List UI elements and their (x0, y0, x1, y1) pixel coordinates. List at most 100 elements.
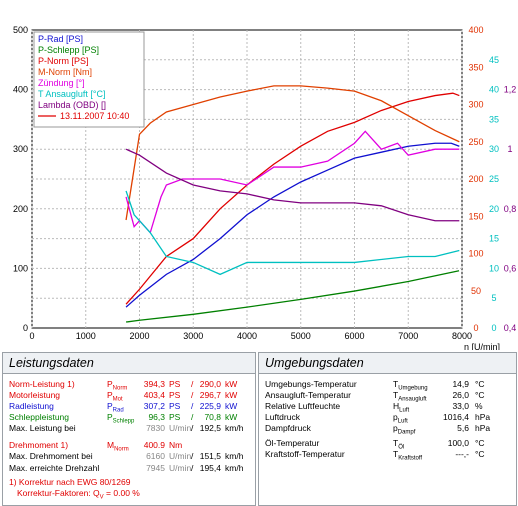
row-unit-2: kW (225, 401, 238, 411)
row-symbol: pDampf (393, 423, 416, 436)
right-tick-label: 45 (489, 55, 499, 65)
row-separator: / (191, 390, 194, 400)
row-unit: hPa (475, 412, 491, 422)
right-tick-label: 0 (491, 323, 496, 333)
legend-box (33, 31, 145, 128)
row-value-2: 225,9 (199, 401, 221, 411)
right-tick-label: 50 (471, 286, 481, 296)
panel-title: Umgebungsdaten (259, 353, 516, 374)
row-unit: °C (475, 438, 485, 448)
row-label: Umgebungs-Temperatur (265, 379, 357, 389)
umgebungsdaten-panel: Umgebungsdaten Umgebungs-Temperatur TUmge… (258, 352, 517, 506)
left-tick-label: 0 (23, 323, 28, 333)
row-value-1: 96,3 (148, 412, 165, 422)
right-tick-label: 200 (468, 174, 483, 184)
series-line-m-norm-nm- (125, 85, 460, 221)
right-tick-label: 350 (468, 62, 483, 72)
row-label: Norm-Leistung 1) (9, 379, 75, 389)
row-symbol: PRad (107, 401, 124, 414)
row-unit-1: PS (169, 379, 181, 389)
leistungsdaten-panel: Leistungsdaten Norm-Leistung 1) PNorm 394,… (2, 352, 256, 506)
row-symbol: TKraftstoff (393, 449, 423, 462)
legend-entry: P-Schlepp [PS] (38, 45, 99, 55)
left-tick-label: 500 (13, 25, 28, 35)
row-value: 26,0 (452, 390, 469, 400)
right-tick-label: 250 (468, 137, 483, 147)
row-unit: % (475, 401, 483, 411)
right-tick-label: 20 (489, 204, 499, 214)
series-line-lambda-obd- (125, 148, 460, 222)
right-tick-label: 0,6 (504, 263, 517, 273)
x-axis-label: n [U/min] (464, 342, 500, 350)
x-tick-label: 3000 (183, 331, 203, 341)
row-value-2: 290,0 (199, 379, 221, 389)
right-tick-label: 0 (473, 323, 478, 333)
row-value-1: 7945 (146, 463, 165, 473)
legend-entry: M-Norm [Nm] (38, 67, 92, 77)
right-tick-label: 35 (489, 114, 499, 124)
row-value-2: 195,4 (199, 463, 221, 473)
row-value-2: 151,5 (199, 451, 221, 461)
row-label: Kraftstoff-Temperatur (265, 449, 345, 459)
row-label: Drehmoment 1) (9, 440, 69, 450)
row-separator: / (191, 379, 194, 389)
row-separator: / (191, 401, 194, 411)
row-value-2: 70,8 (204, 412, 221, 422)
row-unit: °C (475, 449, 485, 459)
row-unit-2: kW (225, 412, 238, 422)
row-unit-2: kW (225, 379, 238, 389)
legend-entry: 13.11.2007 10:40 (60, 111, 129, 121)
row-unit-2: kW (225, 390, 238, 400)
right-tick-label: 100 (468, 249, 483, 259)
row-symbol: PMot (107, 390, 123, 403)
row-label: Öl-Temperatur (265, 438, 320, 448)
x-tick-label: 0 (29, 331, 34, 341)
series-line-z-ndung- (125, 130, 460, 234)
row-value-1: 400.9 (143, 440, 165, 450)
series-line-t-ansaugluft-c- (125, 190, 460, 276)
row-label: Max. erreichte Drehzahl (9, 463, 100, 473)
row-value: 33,0 (452, 401, 469, 411)
row-label: Schleppleistung (9, 412, 70, 422)
right-tick-label: 40 (489, 85, 499, 95)
row-label: Max. Drehmoment bei (9, 451, 93, 461)
row-value-2: 296,7 (199, 390, 221, 400)
row-separator: / (191, 412, 194, 422)
row-unit-1: U/min (169, 451, 192, 461)
row-symbol: PNorm (107, 379, 128, 392)
right-tick-label: 10 (489, 263, 499, 273)
row-value-1: 307,2 (143, 401, 165, 411)
legend-entry: T Ansaugluft [°C] (38, 89, 105, 99)
right-tick-label: 15 (489, 234, 499, 244)
row-symbol: TUmgebung (393, 379, 428, 392)
row-unit-1: U/min (169, 463, 192, 473)
row-value: 100,0 (447, 438, 469, 448)
series-line-p-norm-ps- (125, 92, 460, 305)
row-value-1: 394,3 (143, 379, 165, 389)
row-value: 1016,4 (443, 412, 469, 422)
series-line-p-rad-ps- (125, 142, 460, 308)
right-tick-label: 1,2 (504, 85, 517, 95)
row-label: Max. Leistung bei (9, 423, 76, 433)
x-tick-label: 4000 (237, 331, 257, 341)
row-label: Motorleistung (9, 390, 61, 400)
row-unit-1: Nm (169, 440, 183, 450)
x-tick-label: 2000 (129, 331, 149, 341)
legend-entry: Zündung [°] (38, 78, 85, 88)
row-symbol: HLuft (393, 401, 410, 414)
panel-title: Leistungsdaten (3, 353, 255, 374)
legend-entry: P-Norm [PS] (38, 56, 89, 66)
row-unit: hPa (475, 423, 491, 433)
row-value-2: 192,5 (199, 423, 221, 433)
row-separator: / (191, 463, 194, 473)
row-value: 14,9 (452, 379, 469, 389)
right-tick-label: 1 (507, 144, 512, 154)
row-value-1: 7830 (146, 423, 165, 433)
row-label: Radleistung (9, 401, 54, 411)
left-tick-label: 200 (13, 204, 28, 214)
legend-entry: Lambda (OBD) [] (38, 100, 106, 110)
x-tick-label: 1000 (76, 331, 96, 341)
row-value: ---,- (455, 449, 469, 459)
row-symbol: MNorm (107, 440, 129, 453)
